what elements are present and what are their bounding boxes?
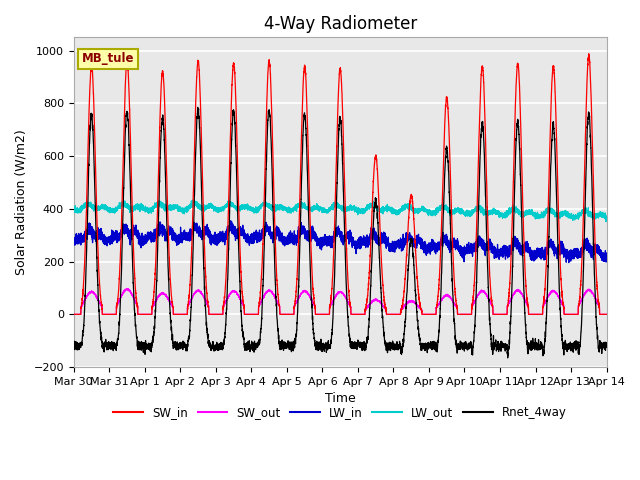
SW_in — [603, 312, 611, 317]
Rnet_4way — [194, 105, 202, 110]
LW_in — [251, 233, 259, 239]
LW_in — [460, 251, 467, 257]
Line: LW_out: LW_out — [74, 200, 607, 222]
LW_out — [603, 215, 611, 221]
SW_out — [251, 312, 259, 317]
SW_out — [580, 291, 588, 297]
SW_in — [322, 312, 330, 317]
Rnet_4way — [504, 355, 511, 361]
Rnet_4way — [603, 342, 611, 348]
LW_out — [580, 208, 588, 214]
LW_out — [70, 207, 77, 213]
X-axis label: Time: Time — [324, 392, 356, 405]
Rnet_4way — [460, 346, 467, 351]
Line: LW_in: LW_in — [74, 221, 607, 263]
LW_out — [602, 219, 610, 225]
LW_in — [70, 239, 77, 245]
SW_in — [70, 312, 77, 317]
Rnet_4way — [251, 342, 259, 348]
SW_in — [585, 51, 593, 57]
LW_out — [574, 214, 582, 220]
Legend: SW_in, SW_out, LW_in, LW_out, Rnet_4way: SW_in, SW_out, LW_in, LW_out, Rnet_4way — [109, 401, 572, 424]
SW_out — [125, 286, 132, 291]
Y-axis label: Solar Radiation (W/m2): Solar Radiation (W/m2) — [15, 129, 28, 275]
Rnet_4way — [574, 344, 582, 350]
SW_in — [580, 185, 588, 191]
SW_out — [603, 312, 611, 317]
Rnet_4way — [322, 343, 330, 348]
LW_in — [322, 237, 330, 242]
LW_in — [565, 260, 573, 265]
LW_in — [603, 259, 611, 264]
SW_in — [460, 312, 467, 317]
LW_in — [574, 255, 582, 261]
LW_out — [460, 211, 467, 216]
Title: 4-Way Radiometer: 4-Way Radiometer — [264, 15, 417, 33]
SW_out — [474, 291, 482, 297]
SW_in — [251, 312, 259, 317]
Rnet_4way — [70, 342, 77, 348]
Rnet_4way — [474, 216, 482, 222]
LW_out — [251, 210, 259, 216]
Line: Rnet_4way: Rnet_4way — [74, 108, 607, 358]
LW_in — [580, 237, 588, 242]
LW_out — [322, 209, 330, 215]
LW_out — [260, 197, 268, 203]
SW_in — [474, 165, 482, 171]
LW_out — [474, 203, 482, 208]
SW_out — [460, 312, 467, 317]
Text: MB_tule: MB_tule — [82, 52, 134, 65]
SW_out — [70, 312, 77, 317]
LW_in — [474, 239, 482, 244]
Line: SW_in: SW_in — [74, 54, 607, 314]
LW_in — [227, 218, 235, 224]
SW_out — [574, 312, 582, 317]
SW_in — [573, 312, 581, 317]
Rnet_4way — [580, 234, 588, 240]
Line: SW_out: SW_out — [74, 288, 607, 314]
SW_out — [322, 312, 330, 317]
